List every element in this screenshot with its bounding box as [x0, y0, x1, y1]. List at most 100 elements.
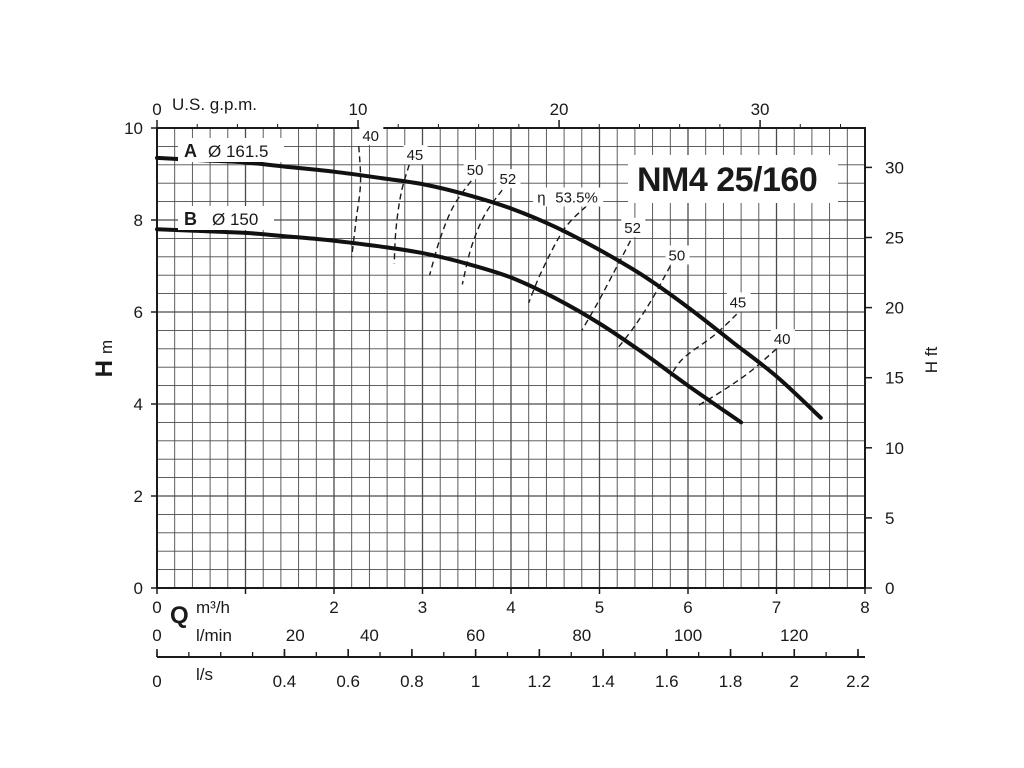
- efficiency-line-50: [616, 265, 671, 350]
- x-ls-tick-label: 1.4: [591, 672, 615, 691]
- curve-b-name: B: [184, 209, 197, 229]
- head-curves: [155, 155, 823, 425]
- efficiency-label-bg: [403, 145, 428, 165]
- y-ft-tick-label: 0: [885, 579, 894, 598]
- gpm-unit-label: U.S. g.p.m.: [172, 95, 257, 114]
- curve-a-diameter: Ø 161.5: [208, 142, 269, 161]
- y-ft-tick-label: 15: [885, 369, 904, 388]
- y-axis-ft-label: H ft: [922, 347, 941, 374]
- efficiency-label-45: 45: [730, 294, 747, 311]
- efficiency-label-50: 50: [467, 162, 484, 179]
- y-m-tick-label: 0: [134, 579, 143, 598]
- x-m3h-tick-label: 4: [506, 598, 515, 617]
- eta-label-bg: [533, 187, 554, 207]
- x-m3h-tick-label: 5: [595, 598, 604, 617]
- x-m3h-tick-label: 6: [683, 598, 692, 617]
- q-label: Q: [170, 602, 189, 629]
- eta-symbol: η: [537, 190, 545, 207]
- y-ft-tick-label: 10: [885, 439, 904, 458]
- y-ft-tick-label: 30: [885, 158, 904, 177]
- efficiency-label-bg: [359, 125, 384, 145]
- y-ft-tick-label: 5: [885, 509, 894, 528]
- m3h-unit-label: m³/h: [196, 598, 230, 617]
- x-ls-tick-label: 0: [152, 672, 161, 691]
- y-m-tick-label: 2: [134, 487, 143, 506]
- efficiency-labels: 40 45 50 52 53.5% 52 50 45 40 η: [359, 125, 795, 349]
- y-m-tick-label: 6: [134, 303, 143, 322]
- efficiency-line-40: [351, 146, 362, 257]
- x-ls-tick-label: 0.6: [336, 672, 360, 691]
- curve-a-name: A: [184, 141, 197, 161]
- x-axis-gpm-ticks: 0 10 20 30: [152, 100, 841, 128]
- efficiency-label-bg: [463, 159, 488, 179]
- y-m-tick-label: 8: [134, 211, 143, 230]
- efficiency-label-bg: [770, 329, 795, 349]
- x-m3h-tick-label: 0: [152, 598, 161, 617]
- efficiency-label-53.5pct: 53.5%: [555, 190, 598, 207]
- x-ls-tick-label: 1: [471, 672, 480, 691]
- x-gpm-tick-label: 10: [349, 100, 368, 119]
- x-m3h-tick-label: 8: [860, 598, 869, 617]
- efficiency-label-40: 40: [774, 331, 791, 348]
- x-lmin-tick-label: 100: [674, 626, 702, 645]
- grid: [157, 128, 865, 588]
- y-axis-h-letter: H: [91, 360, 118, 377]
- x-gpm-tick-label: 30: [751, 100, 770, 119]
- chart-title: NM4 25/160: [637, 161, 817, 199]
- y-axis-m-label: H m: [91, 340, 118, 378]
- efficiency-line-53.5pct: [528, 205, 587, 304]
- x-ls-tick-label: 1.6: [655, 672, 679, 691]
- curve-a: [155, 155, 823, 420]
- x-axis-ls: 0 0.4 0.6 0.8 1 1.2 1.4 1.6 1.8 2 2.2: [152, 649, 870, 691]
- x-ls-tick-label: 0.8: [400, 672, 424, 691]
- efficiency-label-40: 40: [362, 128, 379, 145]
- x-gpm-tick-label: 0: [152, 100, 161, 119]
- efficiency-line-40: [696, 348, 777, 407]
- y-m-tick-label: 10: [124, 119, 143, 138]
- title-box: [628, 155, 838, 203]
- efficiency-label-50: 50: [669, 247, 686, 264]
- x-m3h-tick-label: 3: [418, 598, 427, 617]
- x-lmin-tick-label: 0: [152, 626, 161, 645]
- efficiency-line-52: [581, 240, 632, 331]
- y-axis-ft-text: H ft: [922, 347, 941, 374]
- efficiency-label-bg: [496, 169, 521, 189]
- y-axis-m-ticks: 0 2 4 6 8 10: [124, 119, 157, 598]
- efficiency-label-bg: [621, 217, 646, 237]
- curve-a-label-bg: [178, 138, 284, 162]
- efficiency-label-52: 52: [499, 171, 516, 188]
- x-lmin-tick-label: 20: [286, 626, 305, 645]
- x-axis-lmin-ticks: 0 20 40 60 80 100 120: [152, 626, 808, 645]
- y-ft-tick-label: 20: [885, 299, 904, 318]
- curve-b: [155, 227, 744, 425]
- efficiency-label-bg: [665, 245, 690, 265]
- x-m3h-tick-label: 7: [772, 598, 781, 617]
- x-ls-tick-label: 1.8: [719, 672, 743, 691]
- efficiency-label-bg: [552, 187, 604, 207]
- x-m3h-tick-label: 2: [329, 598, 338, 617]
- efficiency-label-52: 52: [624, 220, 641, 237]
- curve-b-label-bg: [178, 206, 274, 230]
- y-axis-m-unit: m: [97, 340, 116, 354]
- x-ls-tick-label: 2.2: [846, 672, 870, 691]
- lmin-unit-label: l/min: [196, 626, 232, 645]
- x-ls-tick-label: 2: [790, 672, 799, 691]
- x-gpm-tick-label: 20: [550, 100, 569, 119]
- ls-unit-label: l/s: [196, 665, 213, 684]
- efficiency-line-50: [428, 180, 472, 276]
- x-ls-tick-label: 0.4: [273, 672, 297, 691]
- x-lmin-tick-label: 60: [466, 626, 485, 645]
- x-axis-m3h-ticks: 0 2 3 4 5 6 7 8: [152, 588, 870, 617]
- x-lmin-tick-label: 40: [360, 626, 379, 645]
- curve-b-diameter: Ø 150: [212, 210, 258, 229]
- efficiency-line-45: [669, 313, 738, 377]
- efficiency-label-45: 45: [407, 147, 424, 164]
- x-lmin-tick-label: 80: [572, 626, 591, 645]
- x-ls-tick-label: 1.2: [528, 672, 552, 691]
- efficiency-label-bg: [726, 292, 751, 312]
- y-m-tick-label: 4: [134, 395, 143, 414]
- y-ft-tick-label: 25: [885, 228, 904, 247]
- x-lmin-tick-label: 120: [780, 626, 808, 645]
- y-axis-ft-ticks: 0 5 10 15 20 25 30: [865, 158, 904, 598]
